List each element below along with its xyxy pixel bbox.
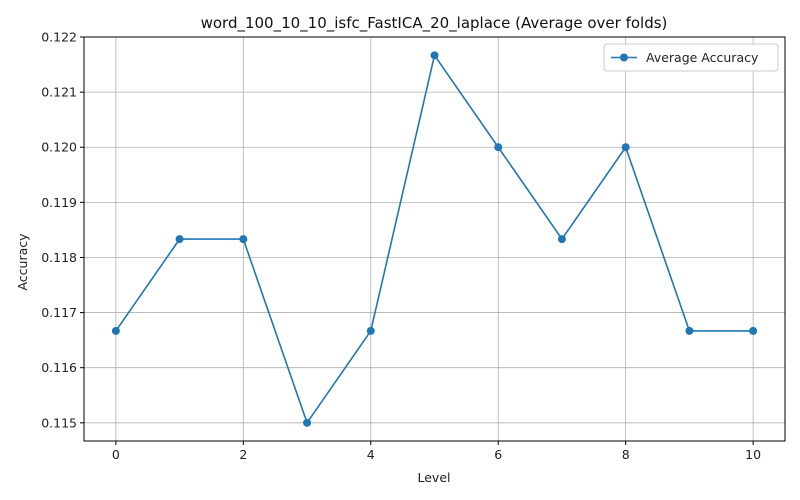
y-tick-label: 0.122 bbox=[41, 30, 77, 45]
data-point bbox=[111, 326, 120, 335]
data-point bbox=[239, 235, 248, 244]
data-point bbox=[557, 235, 566, 244]
y-tick-label: 0.117 bbox=[41, 305, 77, 320]
y-axis-title: Accuracy bbox=[15, 233, 30, 291]
x-tick-label: 0 bbox=[112, 447, 120, 462]
data-point bbox=[366, 326, 375, 335]
y-axis-ticks: 0.115 0.116 0.117 0.118 0.119 0.120 0.121 0.122 bbox=[41, 30, 84, 430]
data-point bbox=[685, 326, 694, 335]
x-tick-label: 10 bbox=[745, 447, 761, 462]
x-tick-label: 2 bbox=[239, 447, 247, 462]
y-tick-label: 0.118 bbox=[41, 250, 77, 265]
y-tick-label: 0.120 bbox=[41, 140, 77, 155]
x-tick-label: 8 bbox=[622, 447, 630, 462]
x-axis-ticks: 0 2 4 6 8 10 bbox=[112, 441, 761, 462]
y-tick-label: 0.116 bbox=[41, 360, 77, 375]
chart-title: word_100_10_10_isfc_FastICA_20_laplace (… bbox=[201, 14, 668, 33]
y-tick-label: 0.119 bbox=[41, 195, 77, 210]
data-point bbox=[430, 51, 439, 60]
x-tick-label: 4 bbox=[367, 447, 375, 462]
series-group bbox=[111, 51, 758, 427]
data-point bbox=[621, 143, 630, 152]
x-axis-title: Level bbox=[418, 470, 451, 485]
data-point bbox=[749, 326, 758, 335]
y-tick-label: 0.115 bbox=[41, 415, 77, 430]
x-tick-label: 6 bbox=[494, 447, 502, 462]
y-tick-label: 0.121 bbox=[41, 85, 77, 100]
legend-entry-average-accuracy: Average Accuracy bbox=[646, 50, 759, 65]
data-point bbox=[175, 235, 184, 244]
data-point bbox=[494, 143, 503, 152]
data-point bbox=[303, 418, 312, 427]
plot-area bbox=[83, 36, 786, 442]
legend: Average Accuracy bbox=[603, 43, 779, 72]
legend-box bbox=[603, 43, 779, 72]
legend-marker-swatch bbox=[620, 53, 628, 62]
